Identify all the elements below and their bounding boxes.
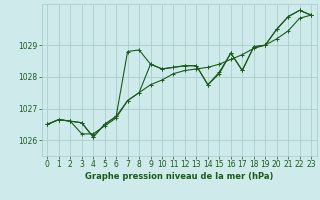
X-axis label: Graphe pression niveau de la mer (hPa): Graphe pression niveau de la mer (hPa) [85,172,273,181]
